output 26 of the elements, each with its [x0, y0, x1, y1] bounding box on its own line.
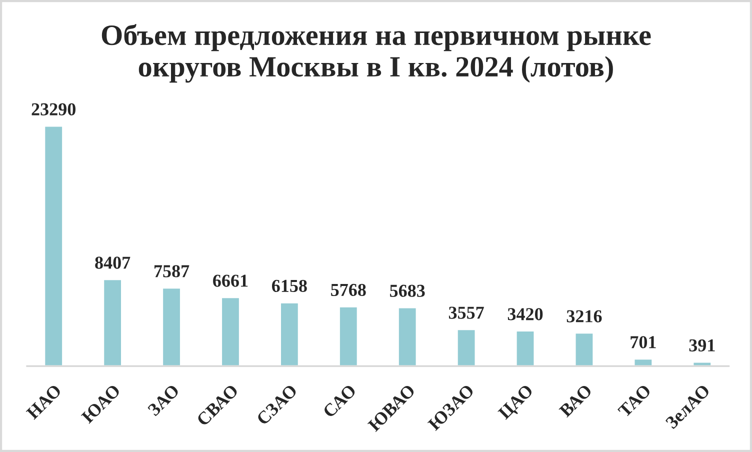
- data-label: 3420: [508, 308, 543, 320]
- data-label: 6158: [272, 280, 307, 292]
- data-label: 7587: [154, 265, 190, 278]
- bar: [574, 332, 594, 366]
- bar: [515, 330, 536, 366]
- chart-title: Объем предложения на первичном рынке округов Москвы в I кв. 2024 (лотов): [102, 24, 651, 83]
- bar: [338, 306, 358, 366]
- bar: [398, 306, 418, 366]
- data-label: 3557: [448, 306, 484, 319]
- x-tick-label: САО: [322, 384, 357, 418]
- data-label: 5683: [390, 284, 425, 297]
- x-tick-label: ЗАО: [147, 384, 180, 416]
- data-label: 23290: [32, 103, 76, 116]
- bar: [102, 278, 122, 366]
- data-label: 6661: [213, 274, 248, 287]
- bar: [44, 125, 64, 366]
- data-label: 3216: [566, 310, 602, 322]
- x-tick-label: ТАО: [617, 384, 652, 418]
- bar: [456, 328, 476, 366]
- bar: [220, 296, 240, 366]
- bar: [162, 287, 182, 366]
- data-label: 8407: [95, 256, 130, 269]
- data-label: 701: [630, 336, 656, 348]
- data-label: 391: [689, 339, 715, 352]
- bar: [280, 302, 300, 366]
- data-label: 5768: [331, 284, 366, 296]
